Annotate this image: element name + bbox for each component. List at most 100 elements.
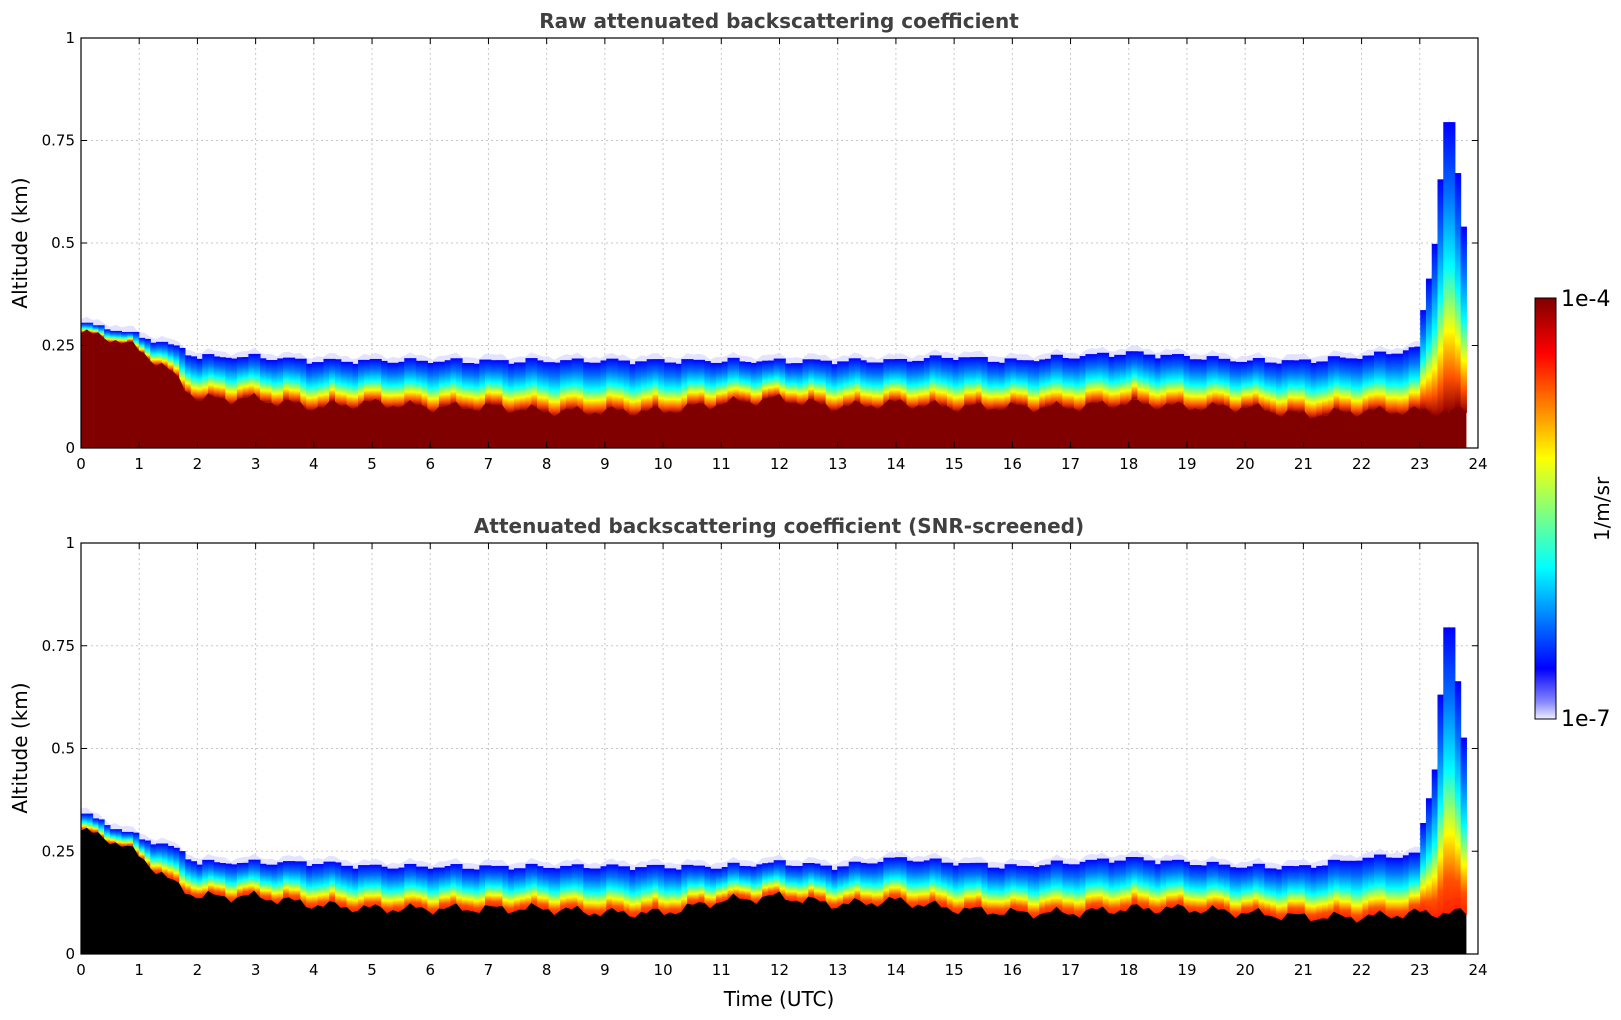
panel-screened-layer-strip bbox=[785, 865, 792, 902]
panel-screened-layer-strip bbox=[207, 859, 215, 895]
panel-raw-layer-strip bbox=[854, 358, 861, 404]
panel-raw-layer-strip bbox=[1287, 360, 1294, 412]
panel-screened-layer-strip bbox=[1171, 859, 1179, 909]
panel-raw-title: Raw attenuated backscattering coefficien… bbox=[539, 9, 1019, 33]
panel-raw-layer-strip bbox=[565, 360, 573, 410]
panel-screened-layer-strip bbox=[369, 864, 376, 908]
panel-screened-layer-strip bbox=[334, 862, 342, 908]
panel-screened-layer-strip bbox=[612, 864, 619, 913]
panel-raw-layer-strip bbox=[531, 358, 538, 409]
panel-raw-layer-strip bbox=[109, 330, 117, 343]
panel-screened-layer-strip bbox=[929, 858, 936, 904]
panel-raw-layer-strip bbox=[231, 358, 238, 405]
panel-screened-layer-strip bbox=[1408, 852, 1416, 913]
panel-screened-layer-strip bbox=[1195, 865, 1202, 914]
panel-screened-layer-strip bbox=[1125, 857, 1133, 912]
panel-screened-layer-strip bbox=[1079, 861, 1086, 918]
panel-raw-ytick-label: 0.25 bbox=[42, 337, 75, 355]
panel-screened-layer-strip bbox=[288, 861, 296, 901]
panel-raw-layer-strip bbox=[410, 358, 417, 406]
panel-raw-layer-strip bbox=[1235, 361, 1242, 413]
panel-screened-layer-strip bbox=[121, 831, 128, 847]
panel-screened-xtick-label: 4 bbox=[309, 961, 319, 979]
panel-screened-layer-strip bbox=[231, 864, 238, 903]
panel-screened-layer-strip bbox=[537, 866, 544, 910]
panel-raw-layer-strip bbox=[1316, 361, 1323, 418]
panel-screened-layer-strip bbox=[912, 861, 919, 909]
panel-raw-layer-strip bbox=[739, 361, 746, 402]
panel-raw-layer-strip bbox=[640, 361, 648, 412]
panel-screened-layer-strip bbox=[513, 868, 521, 912]
panel-raw-layer-strip bbox=[1339, 357, 1346, 413]
panel-raw-layer-strip bbox=[161, 341, 169, 369]
panel-raw-layer-strip bbox=[635, 361, 642, 417]
panel-raw-layer-strip bbox=[894, 358, 902, 402]
panel-raw-layer-strip bbox=[1102, 352, 1110, 408]
panel-raw-layer-strip bbox=[242, 357, 249, 398]
panel-screened-layer-strip bbox=[1189, 865, 1196, 913]
panel-raw-layer-strip bbox=[790, 363, 798, 404]
panel-screened-layer-strip bbox=[739, 865, 746, 900]
panel-raw-layer-strip bbox=[1085, 354, 1092, 405]
panel-raw-layer-strip bbox=[1010, 358, 1017, 405]
panel-screened-layer-strip bbox=[1068, 864, 1075, 915]
panel-raw-layer-strip bbox=[571, 358, 579, 410]
panel-raw-layer-strip bbox=[542, 362, 550, 412]
panel-raw-layer-strip bbox=[1247, 360, 1254, 408]
panel-raw-layer-strip bbox=[594, 362, 602, 415]
panel-screened-layer-strip bbox=[906, 860, 913, 909]
panel-raw-layer-strip bbox=[202, 354, 209, 401]
panel-screened-layer-strip bbox=[1270, 868, 1277, 918]
panel-screened-ylabel: Altitude (km) bbox=[8, 682, 32, 813]
panel-screened-layer-strip bbox=[779, 860, 786, 900]
colorbar-unit-label: 1/m/sr bbox=[1590, 476, 1614, 541]
panel-raw-layer-strip bbox=[433, 361, 440, 413]
panel-raw-ytick-label: 0.5 bbox=[51, 234, 75, 252]
panel-screened-layer-strip bbox=[1460, 737, 1467, 915]
panel-raw-layer-strip bbox=[993, 361, 1000, 410]
panel-raw-xtick-label: 13 bbox=[828, 455, 847, 473]
panel-screened-layer-strip bbox=[525, 863, 532, 910]
panel-screened-layer-strip bbox=[1096, 858, 1104, 910]
panel-raw-layer-strip bbox=[456, 358, 463, 409]
panel-raw-layer-strip bbox=[1223, 358, 1231, 408]
panel-screened-layer-strip bbox=[1016, 865, 1023, 912]
panel-raw-layer-strip bbox=[461, 362, 469, 409]
panel-raw-layer-strip bbox=[1068, 358, 1075, 409]
panel-raw-layer-strip bbox=[744, 361, 752, 403]
panel-raw-layer-strip bbox=[767, 360, 775, 398]
panel-raw-xtick-label: 24 bbox=[1468, 455, 1487, 473]
panel-screened-layer-strip bbox=[623, 866, 630, 917]
panel-screened-layer-strip bbox=[1056, 860, 1063, 913]
panel-raw-layer-strip bbox=[381, 360, 388, 409]
panel-screened-layer-strip bbox=[652, 864, 659, 909]
panel-screened-ytick-label: 0 bbox=[65, 945, 75, 963]
panel-raw-layer-strip bbox=[1298, 359, 1306, 413]
panel-raw-layer-strip bbox=[1402, 350, 1410, 416]
panel-raw-layer-strip bbox=[392, 362, 400, 409]
panel-raw-layer-strip bbox=[935, 355, 942, 407]
panel-raw-layer-strip bbox=[375, 358, 382, 403]
panel-screened-layer-strip bbox=[531, 863, 538, 907]
panel-screened-layer-strip bbox=[404, 863, 411, 909]
panel-raw-layer-strip bbox=[450, 358, 457, 405]
panel-screened-layer-strip bbox=[323, 861, 330, 908]
panel-raw-xtick-label: 6 bbox=[425, 455, 435, 473]
panel-screened-xtick-label: 11 bbox=[712, 961, 731, 979]
panel-screened-layer-strip bbox=[848, 861, 856, 905]
panel-screened-layer-strip bbox=[1102, 858, 1110, 913]
panel-screened-layer-strip bbox=[1322, 865, 1329, 919]
panel-raw-layer-strip bbox=[629, 364, 636, 417]
panel-raw-layer-strip bbox=[1322, 361, 1329, 416]
panel-raw-layer-strip bbox=[1039, 359, 1046, 409]
panel-raw-layer-strip bbox=[1420, 310, 1427, 411]
panel-raw-layer-strip bbox=[490, 360, 498, 406]
panel-screened-layer-strip bbox=[173, 847, 180, 883]
panel-screened-layer-strip bbox=[692, 865, 700, 905]
panel-raw-layer-strip bbox=[283, 357, 290, 401]
panel-screened-xtick-label: 6 bbox=[425, 961, 435, 979]
panel-screened-xtick-label: 8 bbox=[542, 961, 552, 979]
panel-raw-layer-strip bbox=[1431, 243, 1439, 417]
panel-screened-layer-strip bbox=[1316, 865, 1323, 920]
